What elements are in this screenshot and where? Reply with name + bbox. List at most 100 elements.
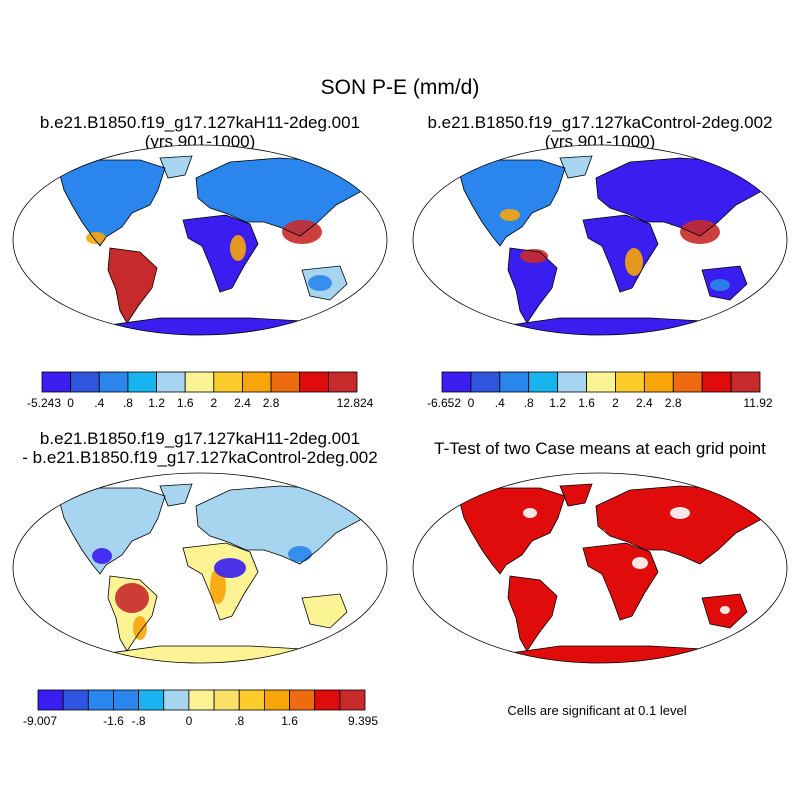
colorbar-box bbox=[70, 371, 100, 393]
colorbar-tick-label: -1.6 bbox=[103, 714, 124, 728]
colorbar-box bbox=[184, 371, 215, 393]
coastlines bbox=[59, 483, 369, 663]
colorbar-box bbox=[499, 371, 530, 393]
colorbar-box bbox=[470, 371, 501, 393]
panel4-title-line1: T-Test of two Case means at each grid po… bbox=[434, 439, 766, 458]
colorbar-box bbox=[163, 689, 190, 711]
colorbar-box bbox=[87, 689, 114, 711]
regional-patch bbox=[720, 606, 730, 614]
coastline-greenland bbox=[159, 483, 193, 507]
coastline-africa bbox=[182, 542, 259, 621]
regional-patch bbox=[133, 616, 147, 640]
panel2-title-line1: b.e21.B1850.f19_g17.127kaControl-2deg.00… bbox=[427, 113, 772, 132]
colorbar-box bbox=[615, 371, 645, 393]
regional-patches bbox=[523, 507, 730, 614]
colorbar-box bbox=[314, 689, 341, 711]
coastline-greenland bbox=[159, 155, 193, 179]
regional-patch bbox=[670, 507, 690, 519]
colorbar-box bbox=[528, 371, 559, 393]
regional-patch bbox=[112, 255, 148, 289]
colorbar-box bbox=[127, 371, 157, 393]
map-border bbox=[12, 144, 388, 336]
colorbar-tick-label: 1.6 bbox=[281, 714, 298, 728]
colorbar-box bbox=[213, 371, 243, 393]
colorbar-tick-label: 1.2 bbox=[148, 396, 165, 410]
landmass-europe-asia bbox=[596, 158, 768, 236]
regional-patch bbox=[680, 220, 720, 244]
panel3-title-line1: b.e21.B1850.f19_g17.127kaH11-2deg.001 bbox=[40, 429, 360, 448]
regional-patch bbox=[594, 529, 606, 537]
colorbar-box bbox=[299, 371, 329, 393]
colorbar-tick-label: 1.2 bbox=[549, 396, 566, 410]
colorbar-tick-label: 2.8 bbox=[665, 396, 682, 410]
significance-note: Cells are significant at 0.1 level bbox=[507, 703, 686, 718]
map-land-layer bbox=[459, 155, 769, 335]
landmass-north-america bbox=[460, 488, 565, 574]
landmass-australia bbox=[302, 594, 347, 628]
regional-patch bbox=[632, 557, 648, 569]
coastline-australia bbox=[701, 593, 748, 629]
coastline-north-america bbox=[459, 487, 566, 575]
colorbar-tick-label: .4 bbox=[495, 396, 505, 410]
regional-patch bbox=[282, 220, 322, 244]
map-land-layer bbox=[59, 155, 369, 335]
regional-patches bbox=[500, 209, 730, 291]
colorbar-box bbox=[339, 689, 366, 711]
colorbar-tick-label: 1.6 bbox=[177, 396, 194, 410]
colorbar-tick-label: 2.4 bbox=[234, 396, 251, 410]
landmass-africa bbox=[183, 215, 258, 292]
regional-patch bbox=[214, 558, 246, 578]
coastline-south-america bbox=[107, 575, 158, 652]
colorbar-box bbox=[289, 689, 316, 711]
colorbar-box bbox=[730, 371, 761, 393]
panel1-title-line1: b.e21.B1850.f19_g17.127kaH11-2deg.001 bbox=[40, 113, 360, 132]
landmass-europe-asia bbox=[196, 158, 368, 236]
colorbar-tick-label: -.8 bbox=[132, 714, 146, 728]
colorbar-box bbox=[138, 689, 165, 711]
regional-patch bbox=[500, 209, 520, 221]
colorbar-difference: -9.007 -1.6 -.8 0 .8 1.6 9.395 bbox=[23, 689, 378, 728]
colorbar-box bbox=[263, 689, 290, 711]
regional-patch bbox=[92, 548, 112, 564]
map-border bbox=[12, 472, 388, 664]
colorbar-box bbox=[672, 371, 703, 393]
landmass-south-america bbox=[508, 576, 557, 651]
regional-patch bbox=[210, 568, 226, 604]
colorbar-tick-label: .8 bbox=[234, 714, 244, 728]
colorbar-box bbox=[41, 371, 72, 393]
map-border bbox=[412, 144, 788, 336]
landmass-north-america bbox=[60, 488, 165, 574]
map-panel-ttest bbox=[412, 472, 788, 664]
colorbar-tick-label: .8 bbox=[123, 396, 133, 410]
colorbar-box bbox=[557, 371, 587, 393]
main-title: SON P-E (mm/d) bbox=[321, 76, 480, 99]
colorbar-tick-label: 9.395 bbox=[348, 714, 378, 728]
regional-patch bbox=[230, 235, 246, 261]
landmass-north-america bbox=[460, 160, 565, 246]
colorbar-box bbox=[701, 371, 732, 393]
coastline-north-america bbox=[59, 159, 166, 247]
coastline-south-america bbox=[107, 247, 158, 324]
regional-patch bbox=[115, 583, 149, 613]
colorbar-box bbox=[98, 371, 129, 393]
colorbar-tick-label: -9.007 bbox=[23, 714, 57, 728]
colorbar-box bbox=[441, 371, 472, 393]
colorbar-box bbox=[270, 371, 301, 393]
map-panel-difference bbox=[12, 472, 388, 664]
coastline-greenland bbox=[559, 483, 593, 507]
coastline-south-america bbox=[507, 247, 558, 324]
regional-patches bbox=[92, 546, 312, 640]
colorbar-box bbox=[238, 689, 265, 711]
landmass-europe-asia bbox=[596, 486, 768, 564]
colorbar-box bbox=[242, 371, 272, 393]
colorbar-box bbox=[327, 371, 358, 393]
coastline-australia bbox=[301, 265, 348, 301]
regional-patch bbox=[523, 508, 537, 518]
regional-patches bbox=[86, 220, 332, 291]
colorbar-tick-label: 11.92 bbox=[743, 396, 772, 410]
colorbar-box bbox=[586, 371, 616, 393]
coastline-greenland bbox=[559, 155, 593, 179]
colorbar-box bbox=[113, 689, 140, 711]
colorbar-tick-label: 2.8 bbox=[263, 396, 280, 410]
